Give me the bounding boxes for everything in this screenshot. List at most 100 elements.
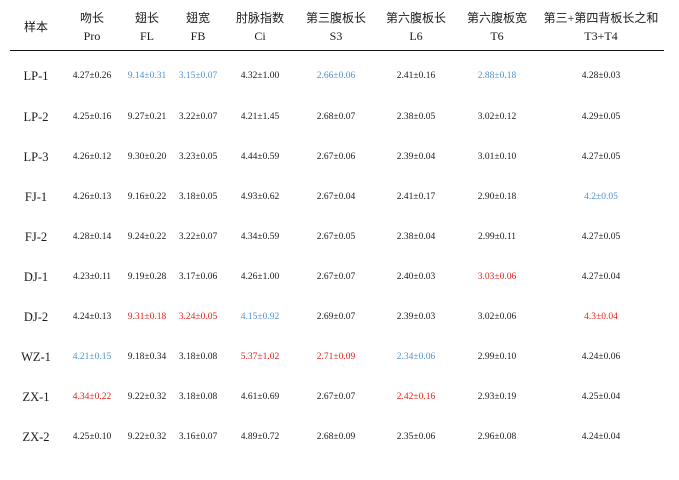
value-cell: 4.24±0.06 — [581, 352, 621, 362]
header-cell-fb: 翅宽 FB — [172, 6, 224, 51]
value-cell: 4.3±0.04 — [584, 312, 618, 322]
value-cell: 3.03±0.06 — [477, 272, 517, 282]
sample-cell: FJ-2 — [24, 229, 48, 244]
table-row: ZX-1 4.34±0.22 9.22±0.32 3.18±0.08 4.61±0.69… — [10, 377, 664, 417]
header-cell-fl: 翅长 FL — [122, 6, 172, 51]
header-abbr: FB — [190, 29, 206, 43]
value-cell: 4.93±0.62 — [240, 192, 280, 202]
header-cell-pro: 吻长 Pro — [62, 6, 122, 51]
value-cell: 3.18±0.05 — [178, 192, 218, 202]
sample-cell: DJ-2 — [23, 309, 49, 324]
value-cell: 4.28±0.03 — [581, 71, 621, 81]
value-cell: 3.16±0.07 — [178, 432, 218, 442]
header-abbr: S3 — [329, 29, 343, 43]
sample-cell: WZ-1 — [21, 349, 51, 364]
header-row: 样本 吻长 Pro 翅长 FL 翅宽 FB 肘脉指数 Ci — [10, 6, 664, 51]
value-cell: 4.25±0.04 — [581, 392, 621, 402]
value-cell: 3.24±0.05 — [178, 312, 218, 322]
value-cell: 5.37±1.02 — [240, 352, 280, 362]
header-abbr: T6 — [490, 29, 504, 43]
value-cell: 2.38±0.04 — [396, 232, 436, 242]
value-cell: 9.19±0.28 — [127, 272, 167, 282]
header-label: 翅长 — [134, 11, 159, 25]
header-label: 翅宽 — [185, 11, 210, 25]
value-cell: 3.02±0.06 — [477, 312, 517, 322]
value-cell: 4.27±0.26 — [72, 71, 112, 81]
header-label: 第三腹板长 — [305, 11, 366, 25]
value-cell: 4.26±0.12 — [72, 152, 112, 162]
value-cell: 2.88±0.18 — [477, 71, 517, 81]
value-cell: 4.26±1.00 — [240, 272, 280, 282]
value-cell: 4.24±0.04 — [581, 432, 621, 442]
value-cell: 2.67±0.07 — [316, 392, 356, 402]
header-abbr: L6 — [409, 29, 423, 43]
value-cell: 2.68±0.09 — [316, 432, 356, 442]
value-cell: 3.18±0.08 — [178, 352, 218, 362]
sample-cell: DJ-1 — [23, 269, 49, 284]
sample-cell: ZX-2 — [22, 429, 50, 444]
value-cell: 4.24±0.13 — [72, 312, 112, 322]
header-cell-s3: 第三腹板长 S3 — [296, 6, 376, 51]
table-row: FJ-1 4.26±0.13 9.16±0.22 3.18±0.05 4.93±0.62… — [10, 177, 664, 217]
table-row: LP-3 4.26±0.12 9.30±0.20 3.23±0.05 4.44±0.59… — [10, 137, 664, 177]
value-cell: 2.40±0.03 — [396, 272, 436, 282]
value-cell: 4.27±0.04 — [581, 272, 621, 282]
header-label: 第六腹板长 — [385, 11, 446, 25]
sample-cell: LP-2 — [23, 109, 49, 124]
value-cell: 2.68±0.07 — [316, 112, 356, 122]
value-cell: 3.23±0.05 — [178, 152, 218, 162]
value-cell: 4.26±0.13 — [72, 192, 112, 202]
value-cell: 2.69±0.07 — [316, 312, 356, 322]
value-cell: 4.21±0.15 — [72, 352, 112, 362]
header-label: 肘脉指数 — [235, 11, 284, 25]
value-cell: 4.89±0.72 — [240, 432, 280, 442]
header-abbr: Pro — [83, 29, 101, 43]
value-cell: 2.67±0.05 — [316, 232, 356, 242]
morphometric-table: 样本 吻长 Pro 翅长 FL 翅宽 FB 肘脉指数 Ci — [10, 6, 664, 457]
value-cell: 9.14±0.31 — [127, 71, 167, 81]
value-cell: 4.34±0.22 — [72, 392, 112, 402]
value-cell: 4.28±0.14 — [72, 232, 112, 242]
value-cell: 2.99±0.10 — [477, 352, 517, 362]
value-cell: 3.18±0.08 — [178, 392, 218, 402]
table-body: LP-1 4.27±0.26 9.14±0.31 3.15±0.07 4.32±1.00… — [10, 51, 664, 458]
value-cell: 2.71±0.09 — [316, 352, 356, 362]
value-cell: 3.02±0.12 — [477, 112, 517, 122]
value-cell: 2.34±0.06 — [396, 352, 436, 362]
value-cell: 2.93±0.19 — [477, 392, 517, 402]
value-cell: 9.22±0.32 — [127, 392, 167, 402]
table-row: DJ-1 4.23±0.11 9.19±0.28 3.17±0.06 4.26±1.00… — [10, 257, 664, 297]
sample-cell: LP-3 — [23, 149, 49, 164]
table-row: WZ-1 4.21±0.15 9.18±0.34 3.18±0.08 5.37±1.02… — [10, 337, 664, 377]
value-cell: 2.35±0.06 — [396, 432, 436, 442]
sample-cell: ZX-1 — [22, 389, 50, 404]
value-cell: 3.01±0.10 — [477, 152, 517, 162]
value-cell: 3.15±0.07 — [178, 71, 218, 81]
value-cell: 4.34±0.59 — [240, 232, 280, 242]
value-cell: 9.16±0.22 — [127, 192, 167, 202]
table-header: 样本 吻长 Pro 翅长 FL 翅宽 FB 肘脉指数 Ci — [10, 6, 664, 51]
header-abbr: T3+T4 — [584, 29, 618, 43]
value-cell: 4.25±0.10 — [72, 432, 112, 442]
value-cell: 4.23±0.11 — [72, 272, 112, 282]
value-cell: 2.67±0.06 — [316, 152, 356, 162]
value-cell: 9.22±0.32 — [127, 432, 167, 442]
value-cell: 4.21±1.45 — [240, 112, 280, 122]
value-cell: 2.42±0.16 — [396, 392, 436, 402]
value-cell: 4.32±1.00 — [240, 71, 280, 81]
value-cell: 4.27±0.05 — [581, 152, 621, 162]
value-cell: 9.27±0.21 — [127, 112, 167, 122]
value-cell: 2.39±0.03 — [396, 312, 436, 322]
sample-cell: FJ-1 — [24, 189, 48, 204]
header-cell-l6: 第六腹板长 L6 — [376, 6, 456, 51]
value-cell: 4.44±0.59 — [240, 152, 280, 162]
value-cell: 4.27±0.05 — [581, 232, 621, 242]
data-table-container: 样本 吻长 Pro 翅长 FL 翅宽 FB 肘脉指数 Ci — [10, 6, 664, 457]
header-label: 样本 — [23, 20, 48, 34]
table-row: LP-2 4.25±0.16 9.27±0.21 3.22±0.07 4.21±1.45… — [10, 97, 664, 137]
value-cell: 9.31±0.18 — [127, 312, 167, 322]
header-cell-t6: 第六腹板宽 T6 — [456, 6, 538, 51]
value-cell: 2.99±0.11 — [477, 232, 517, 242]
value-cell: 2.41±0.17 — [396, 192, 436, 202]
value-cell: 4.61±0.69 — [240, 392, 280, 402]
